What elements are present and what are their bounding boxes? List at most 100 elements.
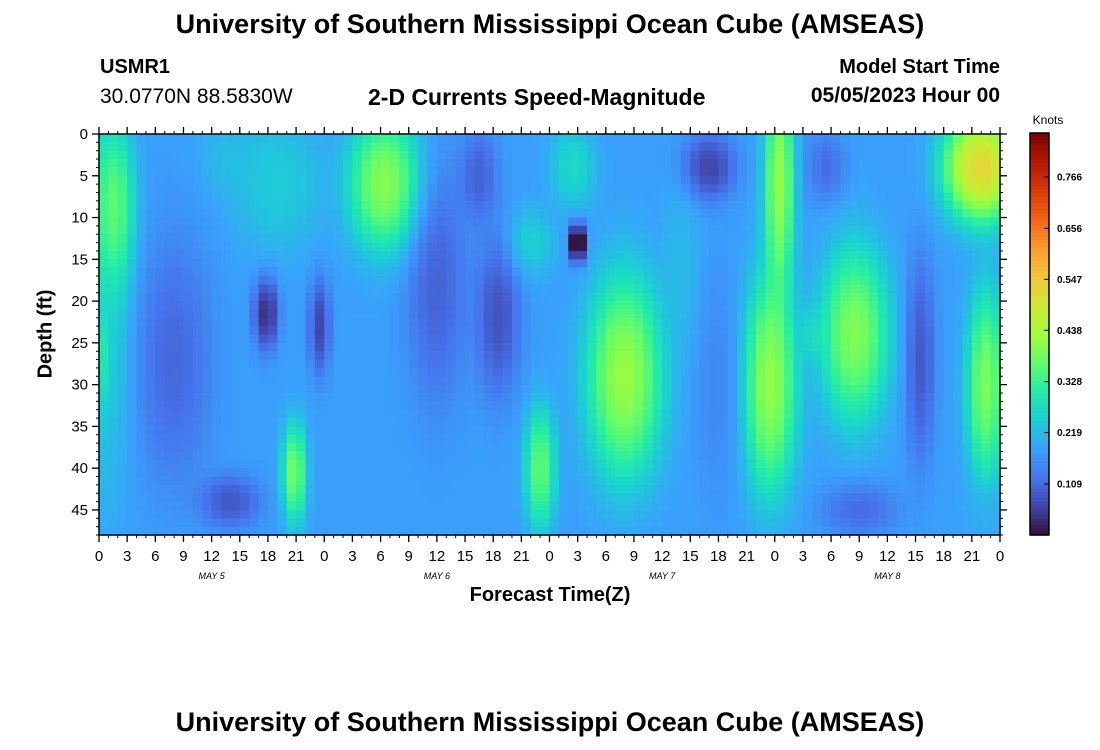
heatmap-cell xyxy=(577,334,588,344)
heatmap-cell xyxy=(99,392,109,402)
heatmap-cell xyxy=(718,175,729,185)
heatmap-cell xyxy=(953,250,964,260)
heatmap-cell xyxy=(624,476,635,486)
heatmap-cell xyxy=(446,184,457,194)
heatmap-cell xyxy=(662,225,673,235)
heatmap-cell xyxy=(671,134,682,143)
heatmap-cell xyxy=(605,351,616,361)
heatmap-cell xyxy=(915,309,926,319)
heatmap-cell xyxy=(418,367,429,377)
heatmap-cell xyxy=(605,267,616,277)
heatmap-cell xyxy=(577,351,588,361)
heatmap-cell xyxy=(455,276,466,285)
heatmap-cell xyxy=(324,518,335,528)
heatmap-cell xyxy=(202,217,213,227)
heatmap-cell xyxy=(305,384,316,394)
heatmap-cell xyxy=(915,384,926,394)
heatmap-cell xyxy=(136,518,147,528)
heatmap-cell xyxy=(418,342,429,352)
heatmap-cell xyxy=(924,326,935,336)
heatmap-cell xyxy=(502,501,513,511)
heatmap-cell xyxy=(465,409,476,419)
heatmap-cell xyxy=(145,142,156,152)
heatmap-cell xyxy=(202,501,213,511)
heatmap-cell xyxy=(877,267,888,277)
heatmap-cell xyxy=(662,301,673,311)
heatmap-cell xyxy=(183,192,194,202)
heatmap-cell xyxy=(333,242,344,252)
heatmap-cell xyxy=(568,217,579,227)
heatmap-cell xyxy=(239,392,250,402)
heatmap-cell xyxy=(474,509,485,519)
heatmap-cell xyxy=(981,426,992,436)
heatmap-cell xyxy=(868,351,879,361)
heatmap-cell xyxy=(211,309,222,319)
heatmap-cell xyxy=(239,250,250,260)
heatmap-cell xyxy=(418,476,429,486)
heatmap-cell xyxy=(333,184,344,194)
heatmap-cell xyxy=(737,392,748,402)
heatmap-cell xyxy=(446,334,457,344)
heatmap-cell xyxy=(211,367,222,377)
heatmap-cell xyxy=(483,409,494,419)
heatmap-cell xyxy=(840,426,851,436)
heatmap-cell xyxy=(277,484,288,494)
heatmap-cell xyxy=(99,159,109,169)
heatmap-cell xyxy=(906,418,917,427)
heatmap-cell xyxy=(605,459,616,469)
heatmap-cell xyxy=(145,493,156,503)
heatmap-cell xyxy=(859,476,870,486)
heatmap-cell xyxy=(483,334,494,344)
heatmap-cell xyxy=(962,476,973,486)
heatmap-cell xyxy=(399,250,410,260)
heatmap-cell xyxy=(934,242,945,252)
heatmap-cell xyxy=(737,351,748,361)
heatmap-cell xyxy=(709,509,720,519)
heatmap-cell xyxy=(633,200,644,210)
heatmap-cell xyxy=(305,392,316,402)
heatmap-cell xyxy=(277,142,288,152)
heatmap-cell xyxy=(183,142,194,152)
heatmap-cell xyxy=(699,159,710,169)
heatmap-cell xyxy=(877,509,888,519)
heatmap-cell xyxy=(709,384,720,394)
heatmap-cell xyxy=(755,142,766,152)
heatmap-cell xyxy=(230,451,241,461)
heatmap-cell xyxy=(596,309,607,319)
heatmap-cell xyxy=(990,276,1001,285)
heatmap-cell xyxy=(427,367,438,377)
heatmap-cell xyxy=(465,401,476,411)
heatmap-cell xyxy=(352,476,363,486)
heatmap-cell xyxy=(380,509,391,519)
heatmap-cell xyxy=(915,376,926,386)
heatmap-cell xyxy=(558,451,569,461)
heatmap-cell xyxy=(202,159,213,169)
heatmap-cell xyxy=(831,234,842,244)
heatmap-cell xyxy=(455,225,466,235)
heatmap-cell xyxy=(906,509,917,519)
heatmap-cell xyxy=(924,301,935,311)
heatmap-cell xyxy=(812,384,823,394)
heatmap-cell xyxy=(202,342,213,352)
heatmap-cell xyxy=(493,342,504,352)
heatmap-cell xyxy=(427,217,438,227)
heatmap-cell xyxy=(211,434,222,444)
heatmap-cell xyxy=(174,351,185,361)
heatmap-cell xyxy=(624,509,635,519)
heatmap-cell xyxy=(943,392,954,402)
heatmap-cell xyxy=(399,384,410,394)
heatmap-cell xyxy=(849,184,860,194)
heatmap-cell xyxy=(624,376,635,386)
heatmap-cell xyxy=(793,409,804,419)
heatmap-cell xyxy=(192,426,203,436)
heatmap-cell xyxy=(990,426,1001,436)
heatmap-cell xyxy=(558,476,569,486)
heatmap-cell xyxy=(221,292,231,302)
heatmap-cell xyxy=(333,317,344,327)
heatmap-cell xyxy=(436,384,447,394)
heatmap-cell xyxy=(474,159,485,169)
heatmap-cell xyxy=(183,392,194,402)
heatmap-cell xyxy=(343,401,354,411)
heatmap-cell xyxy=(202,150,213,160)
heatmap-cell xyxy=(624,334,635,344)
